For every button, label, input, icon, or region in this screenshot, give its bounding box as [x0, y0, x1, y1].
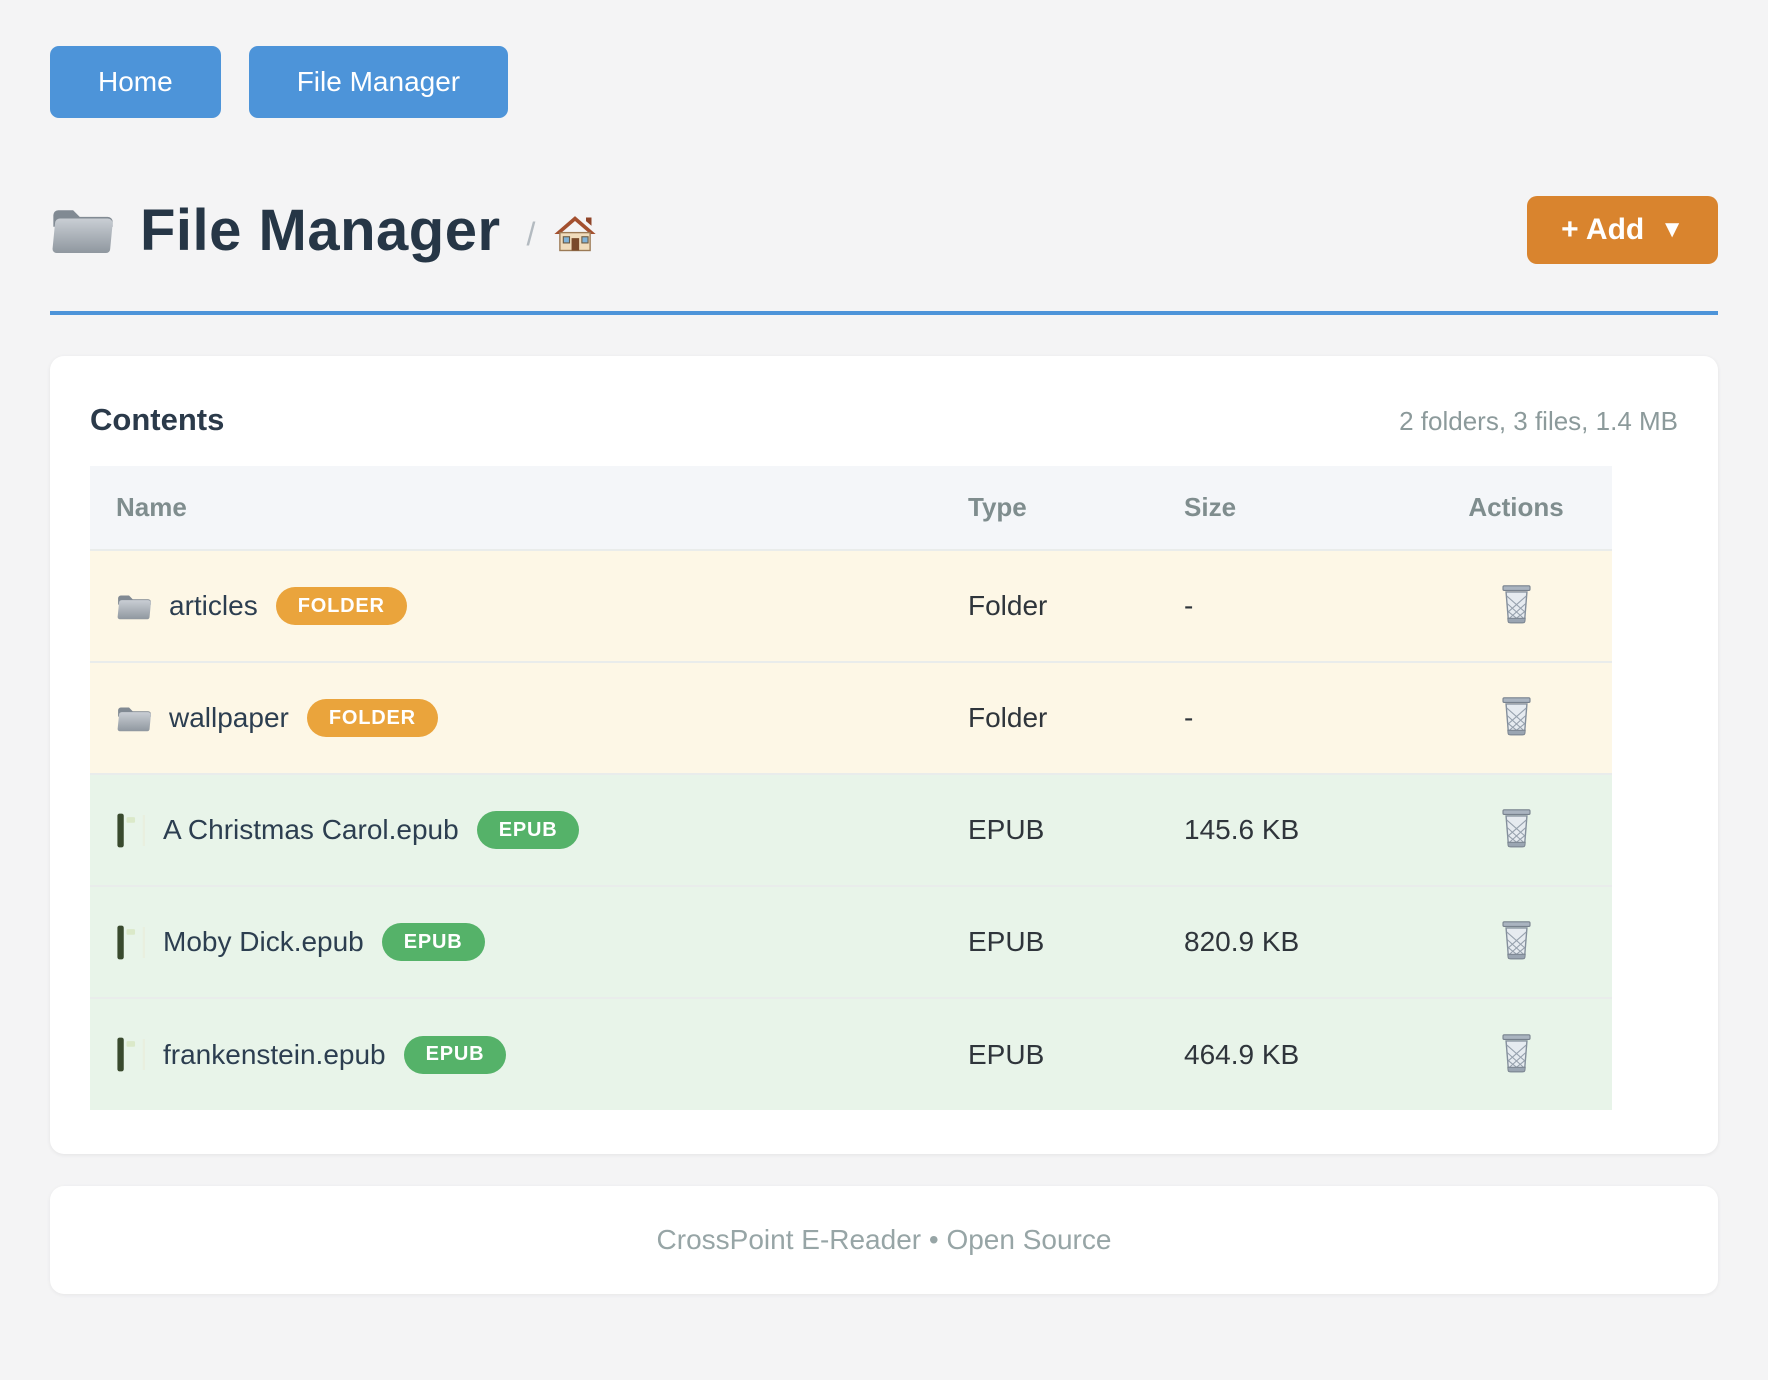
footer: CrossPoint E-Reader • Open Source: [50, 1186, 1718, 1294]
file-type: Folder: [968, 590, 1048, 621]
folder-icon: [116, 703, 153, 734]
table-row[interactable]: articles FOLDER Folder -: [90, 550, 1612, 662]
file-type: EPUB: [968, 926, 1045, 957]
delete-button[interactable]: [1498, 582, 1535, 628]
table-row[interactable]: frankenstein.epub EPUB EPUB 464.9 KB: [90, 998, 1612, 1110]
table-header-row: Name Type Size Actions: [90, 466, 1612, 550]
trash-icon: [1498, 582, 1535, 628]
file-name[interactable]: articles: [169, 590, 258, 621]
page-header: File Manager / + Add ▼: [50, 196, 1718, 264]
contents-card: Contents 2 folders, 3 files, 1.4 MB Name…: [50, 356, 1718, 1154]
trash-icon: [1498, 918, 1535, 964]
trash-icon: [1498, 694, 1535, 740]
type-badge: EPUB: [381, 923, 485, 961]
type-badge: EPUB: [403, 1035, 507, 1074]
page-title: File Manager: [140, 197, 501, 263]
file-size: 145.6 KB: [1184, 814, 1300, 845]
card-header: Contents 2 folders, 3 files, 1.4 MB: [90, 402, 1678, 438]
delete-button[interactable]: [1498, 694, 1535, 740]
delete-button[interactable]: [1498, 1031, 1535, 1077]
epub-book-icon: [116, 924, 147, 961]
delete-button[interactable]: [1498, 806, 1535, 852]
top-nav: Home File Manager: [50, 46, 1718, 118]
add-button[interactable]: + Add ▼: [1527, 196, 1718, 264]
file-type: EPUB: [968, 814, 1045, 845]
type-badge: FOLDER: [275, 587, 407, 625]
file-size: -: [1184, 702, 1194, 733]
trash-icon: [1498, 806, 1535, 852]
home-breadcrumb-icon[interactable]: [553, 212, 597, 256]
type-badge: EPUB: [476, 811, 580, 849]
type-badge: FOLDER: [306, 699, 438, 737]
column-header-size: Size: [1166, 466, 1420, 550]
folder-icon: [50, 202, 116, 258]
column-header-type: Type: [950, 466, 1166, 550]
epub-book-icon: [116, 1036, 147, 1073]
nav-file-manager-button[interactable]: File Manager: [248, 46, 509, 118]
nav-home-button[interactable]: Home: [50, 46, 221, 118]
table-row[interactable]: Moby Dick.epub EPUB EPUB 820.9 KB: [90, 886, 1612, 998]
file-size: 820.9 KB: [1184, 926, 1300, 957]
trash-icon: [1498, 1031, 1535, 1077]
add-button-label: + Add: [1561, 213, 1645, 246]
caret-down-icon: ▼: [1660, 216, 1684, 243]
contents-heading: Contents: [90, 402, 225, 437]
table-row[interactable]: A Christmas Carol.epub EPUB EPUB 145.6 K…: [90, 774, 1612, 886]
column-header-name: Name: [90, 466, 950, 550]
footer-text: CrossPoint E-Reader • Open Source: [656, 1224, 1112, 1255]
folder-icon: [116, 591, 153, 622]
contents-summary: 2 folders, 3 files, 1.4 MB: [1399, 406, 1678, 436]
table-row[interactable]: wallpaper FOLDER Folder -: [90, 662, 1612, 774]
file-type: Folder: [968, 702, 1048, 733]
page: Home File Manager File Manager /: [50, 46, 1718, 1294]
file-type: EPUB: [968, 1038, 1045, 1070]
file-table: Name Type Size Actions: [90, 466, 1612, 1110]
breadcrumb-separator: /: [526, 215, 536, 252]
epub-book-icon: [116, 812, 147, 849]
file-size: 464.9 KB: [1184, 1038, 1300, 1070]
file-name[interactable]: A Christmas Carol.epub: [163, 814, 459, 845]
file-name[interactable]: wallpaper: [169, 702, 289, 733]
column-header-actions: Actions: [1420, 466, 1612, 550]
file-name[interactable]: frankenstein.epub: [163, 1038, 386, 1070]
delete-button[interactable]: [1498, 918, 1535, 964]
title-group: File Manager /: [50, 197, 597, 264]
accent-divider: [50, 311, 1718, 315]
file-name[interactable]: Moby Dick.epub: [163, 926, 364, 957]
file-size: -: [1184, 590, 1194, 621]
